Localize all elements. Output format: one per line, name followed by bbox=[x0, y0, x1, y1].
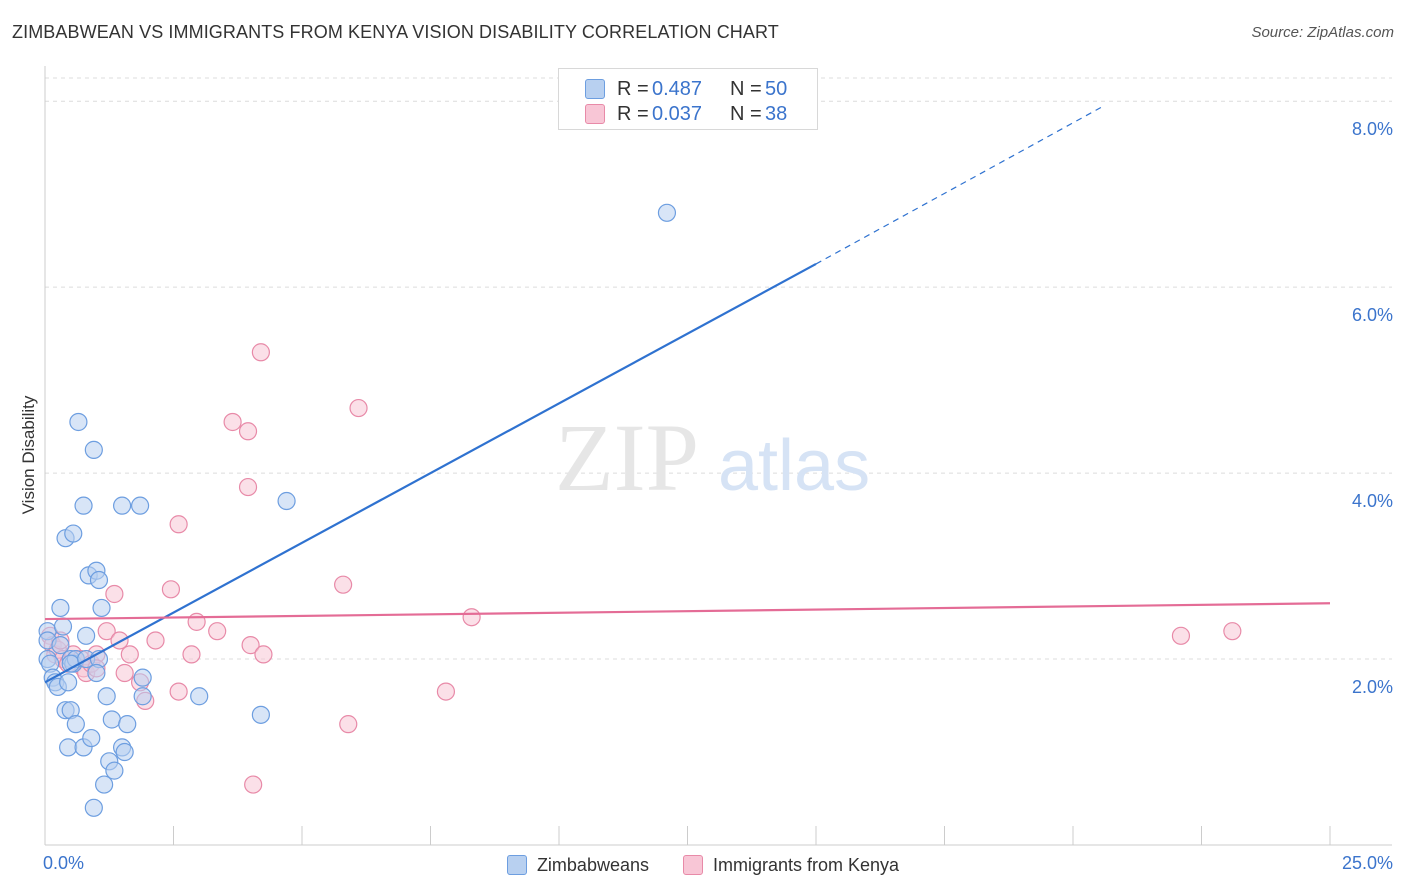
zimbabwean-point bbox=[112, 496, 132, 515]
kenya-swatch bbox=[683, 855, 703, 875]
zimbabwean-point bbox=[657, 203, 677, 222]
zimbabwean-point bbox=[82, 728, 101, 748]
kenya-point bbox=[238, 422, 258, 441]
y-tick-label: 8.0% bbox=[1352, 119, 1393, 139]
kenya-point bbox=[161, 580, 181, 599]
trend-lines bbox=[44, 105, 1331, 684]
tick-labels: 2.0% 4.0% 6.0% 8.0% 0.0% 25.0% bbox=[43, 119, 1393, 873]
kenya-point bbox=[244, 775, 263, 794]
zimbabwean-point bbox=[74, 496, 93, 515]
zimbabwean-point bbox=[84, 440, 103, 459]
kenya-point bbox=[349, 398, 368, 418]
y-tick-label: 2.0% bbox=[1352, 677, 1393, 697]
kenya-point bbox=[187, 612, 206, 631]
kenya-trend-line bbox=[44, 602, 1331, 621]
zimbabwean-point bbox=[89, 570, 109, 590]
kenya-point bbox=[1171, 626, 1191, 645]
zimbabwean-point bbox=[118, 715, 137, 734]
kenya-point bbox=[182, 645, 201, 664]
kenya-point bbox=[462, 608, 481, 627]
zimbabwean-point bbox=[190, 687, 209, 706]
legend-label-zimbabweans: Zimbabweans bbox=[536, 854, 649, 875]
zimbabwean-point bbox=[51, 598, 70, 618]
zimbabwean-point bbox=[133, 668, 152, 687]
kenya-point bbox=[223, 412, 242, 432]
kenya-point bbox=[334, 575, 353, 594]
y-tick-label: 4.0% bbox=[1352, 491, 1393, 511]
zimbabwean-point bbox=[95, 775, 114, 794]
legend-item-zimbabweans[interactable]: Zimbabweans bbox=[506, 854, 649, 876]
chart-title: ZIMBABWEAN VS IMMIGRANTS FROM KENYA VISI… bbox=[12, 22, 779, 42]
kenya-point bbox=[208, 622, 227, 641]
r-label: R = bbox=[617, 102, 649, 125]
y-axis-label: Vision Disability bbox=[19, 395, 38, 514]
source-label: Source: ZipAtlas.com bbox=[1251, 24, 1394, 41]
zimbabwean-point bbox=[102, 710, 121, 729]
r-value: 0.037 bbox=[652, 102, 703, 125]
bottom-legend: Zimbabweans Immigrants from Kenya bbox=[0, 850, 1406, 880]
r-value: 0.487 bbox=[652, 77, 703, 100]
kenya-point bbox=[339, 715, 358, 734]
stats-legend: R = 0.487 N = 50 R = 0.037 N = 38 bbox=[558, 68, 818, 130]
kenya-point bbox=[169, 682, 188, 701]
zimbabwean-point bbox=[130, 496, 150, 515]
zimbabwean-point bbox=[53, 617, 73, 636]
kenya-point bbox=[238, 477, 258, 497]
zimbabwean-point bbox=[61, 654, 80, 673]
kenya-point bbox=[120, 645, 139, 664]
n-value: 50 bbox=[765, 77, 788, 100]
zimbabwean-trend-extension bbox=[815, 105, 1105, 265]
kenya-point bbox=[1223, 622, 1242, 641]
n-label: N = bbox=[730, 77, 762, 100]
zimbabwean-point bbox=[84, 798, 103, 817]
x-tick-label-end: 25.0% bbox=[1342, 853, 1393, 873]
r-label: R = bbox=[617, 77, 649, 100]
kenya-point bbox=[241, 636, 260, 655]
zimbabwean-point bbox=[77, 626, 96, 645]
zimbabwean-point bbox=[87, 663, 106, 683]
legend-label-kenya: Immigrants from Kenya bbox=[713, 854, 900, 875]
kenya-swatch bbox=[585, 104, 605, 124]
zimbabwean-point bbox=[133, 687, 152, 706]
kenya-point bbox=[97, 622, 116, 641]
zimbabwean-point bbox=[97, 687, 116, 706]
zimbabwean-point bbox=[115, 742, 134, 762]
zimbabwean-point bbox=[277, 491, 296, 511]
zimbabwean-point bbox=[51, 636, 70, 655]
watermark: ZIP atlas bbox=[555, 404, 870, 511]
kenya-point bbox=[105, 584, 124, 604]
x-tick-label-start: 0.0% bbox=[43, 853, 84, 873]
y-tick-label: 6.0% bbox=[1352, 305, 1393, 325]
kenya-point bbox=[251, 343, 270, 362]
kenya-point bbox=[169, 515, 188, 534]
watermark-atlas: atlas bbox=[718, 426, 870, 506]
axes bbox=[44, 66, 1392, 846]
legend-item-kenya[interactable]: Immigrants from Kenya bbox=[683, 855, 899, 876]
zimbabwean-point bbox=[59, 738, 78, 757]
zimbabwean-point bbox=[64, 524, 83, 543]
zimbabwean-point bbox=[92, 598, 111, 618]
zimbabwean-point bbox=[59, 673, 78, 692]
zimbabwean-point bbox=[66, 715, 85, 734]
kenya-point bbox=[115, 663, 134, 683]
zimbabwean-point bbox=[251, 705, 270, 724]
kenya-point bbox=[436, 682, 456, 701]
zimbabweans-swatch bbox=[506, 855, 527, 875]
watermark-zip: ZIP bbox=[555, 404, 699, 511]
kenya-point bbox=[146, 631, 165, 650]
n-value: 38 bbox=[765, 102, 788, 125]
zimbabwean-trend-line bbox=[44, 262, 817, 684]
zimbabwean-points bbox=[38, 203, 677, 817]
n-label: N = bbox=[730, 102, 762, 125]
zimbabwean-point bbox=[105, 761, 124, 780]
kenya-point bbox=[254, 645, 273, 664]
zimbabwean-point bbox=[69, 412, 88, 432]
zimbabweans-swatch bbox=[585, 79, 605, 99]
